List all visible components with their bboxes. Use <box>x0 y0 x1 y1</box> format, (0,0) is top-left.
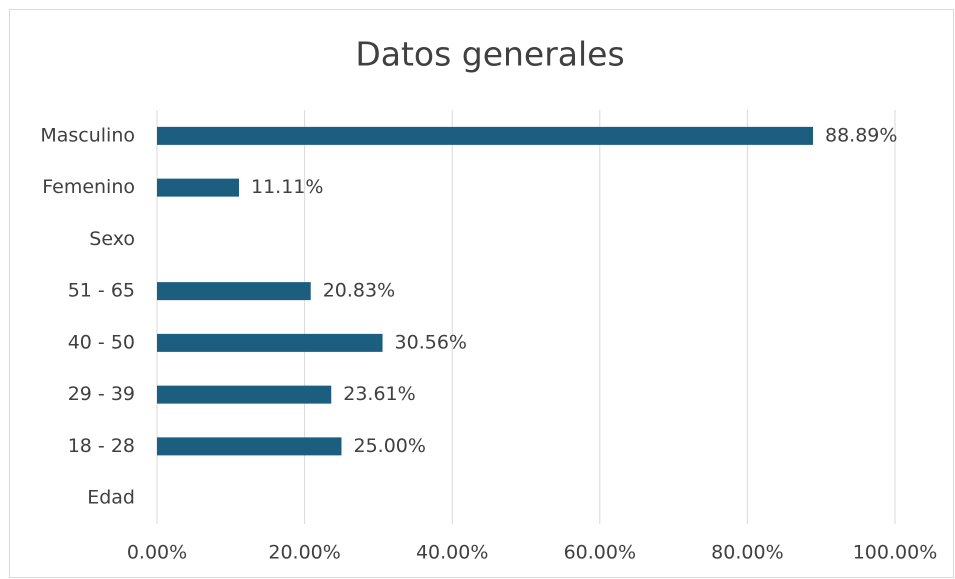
bar <box>157 282 311 301</box>
y-tick-label: Masculino <box>40 124 135 146</box>
data-label: 25.00% <box>354 435 426 457</box>
y-tick-label: 51 - 65 <box>68 280 135 302</box>
bar <box>157 385 332 404</box>
chart-frame <box>9 9 954 578</box>
chart-title: Datos generales <box>355 35 624 74</box>
y-tick-label: 18 - 28 <box>68 435 135 457</box>
x-tick-label: 40.00% <box>416 542 488 564</box>
data-label: 20.83% <box>323 280 395 302</box>
bar <box>157 333 383 352</box>
x-tick-label: 60.00% <box>564 542 636 564</box>
y-tick-label: 29 - 39 <box>68 383 135 405</box>
x-tick-label: 0.00% <box>127 542 187 564</box>
data-label: 23.61% <box>343 383 415 405</box>
data-label: 11.11% <box>251 176 323 198</box>
y-tick-label: Sexo <box>89 228 135 250</box>
y-tick-label: 40 - 50 <box>68 331 135 353</box>
bar <box>157 437 342 456</box>
y-tick-label: Femenino <box>42 176 135 198</box>
x-tick-label: 20.00% <box>268 542 340 564</box>
bar <box>157 178 239 197</box>
data-label: 88.89% <box>825 124 897 146</box>
bar <box>157 126 814 145</box>
data-label: 30.56% <box>395 331 467 353</box>
y-tick-label: Edad <box>87 487 135 509</box>
x-tick-label: 100.00% <box>853 542 938 564</box>
x-tick-label: 80.00% <box>711 542 783 564</box>
